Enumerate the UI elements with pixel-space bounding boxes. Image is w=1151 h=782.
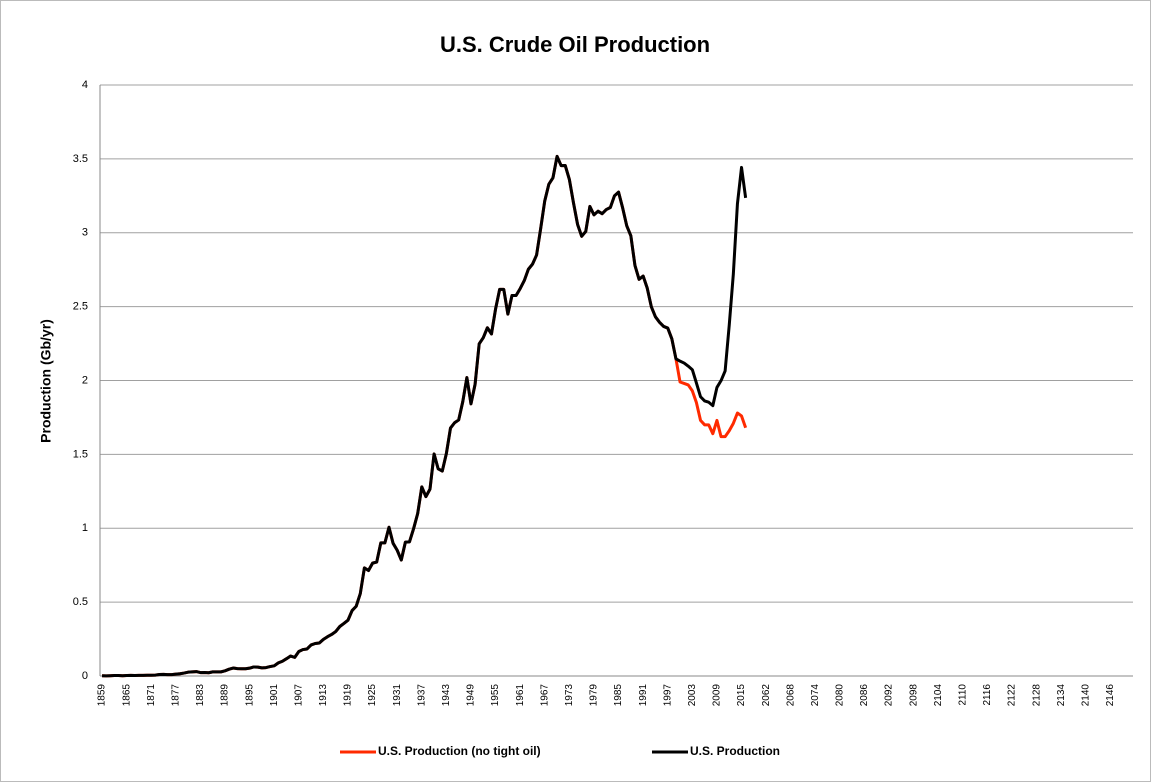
x-tick-label: 1973: [564, 684, 575, 707]
x-tick-label: 1937: [416, 684, 427, 707]
y-tick-label: 0.5: [73, 596, 88, 608]
x-tick-label: 1931: [392, 684, 403, 707]
x-tick-label: 2128: [1031, 684, 1042, 707]
x-tick-label: 1865: [121, 684, 132, 707]
x-tick-label: 1883: [195, 684, 206, 707]
x-tick-label: 2015: [736, 684, 747, 707]
y-tick-label: 1.5: [73, 448, 88, 460]
x-tick-label: 1889: [220, 684, 231, 707]
x-tick-label: 1961: [515, 684, 526, 707]
x-tick-label: 2092: [884, 684, 895, 707]
y-tick-label: 1: [82, 522, 88, 534]
x-tick-label: 1871: [146, 684, 157, 707]
x-tick-label: 1913: [318, 684, 329, 707]
x-tick-label: 1967: [539, 684, 550, 707]
x-tick-label: 2098: [908, 684, 919, 707]
y-tick-label: 0: [82, 670, 88, 682]
x-tick-label: 1859: [97, 684, 108, 707]
x-tick-label: 1907: [293, 684, 304, 707]
x-tick-label: 1985: [613, 684, 624, 707]
y-tick-label: 3.5: [73, 153, 88, 165]
x-tick-label: 1991: [638, 684, 649, 707]
x-tick-label: 2009: [712, 684, 723, 707]
series-line: [101, 154, 748, 678]
x-tick-label: 1949: [466, 684, 477, 707]
x-tick-label: 1877: [170, 684, 181, 707]
x-tick-label: 1901: [269, 684, 280, 707]
x-tick-label: 2140: [1080, 684, 1091, 707]
legend-label: U.S. Production (no tight oil): [378, 744, 541, 758]
x-tick-label: 1943: [441, 684, 452, 707]
y-tick-label: 2: [82, 374, 88, 386]
x-tick-label: 1979: [589, 684, 600, 707]
x-tick-label: 2110: [958, 684, 969, 706]
x-tick-label: 2086: [859, 684, 870, 707]
x-tick-label: 1955: [490, 684, 501, 707]
x-tick-label: 2080: [835, 684, 846, 707]
y-tick-label: 2.5: [73, 301, 88, 313]
x-tick-label: 2134: [1056, 684, 1067, 707]
chart-title: U.S. Crude Oil Production: [440, 32, 710, 57]
x-tick-label: 2116: [982, 684, 993, 706]
y-tick-label: 3: [82, 227, 88, 239]
x-tick-label: 2062: [761, 684, 772, 707]
legend-label: U.S. Production: [690, 744, 780, 758]
x-tick-label: 1895: [244, 684, 255, 707]
x-tick-label: 2104: [933, 684, 944, 707]
y-tick-label: 4: [82, 79, 88, 91]
x-tick-label: 1925: [367, 684, 378, 707]
x-tick-label: 1919: [343, 684, 354, 707]
x-tick-label: 2146: [1105, 684, 1116, 707]
x-tick-label: 2003: [687, 684, 698, 707]
x-tick-label: 2068: [785, 684, 796, 707]
x-tick-label: 2074: [810, 684, 821, 707]
y-axis-label: Production (Gb/yr): [38, 319, 54, 443]
x-tick-label: 1997: [662, 684, 673, 707]
x-tick-label: 2122: [1007, 684, 1018, 707]
